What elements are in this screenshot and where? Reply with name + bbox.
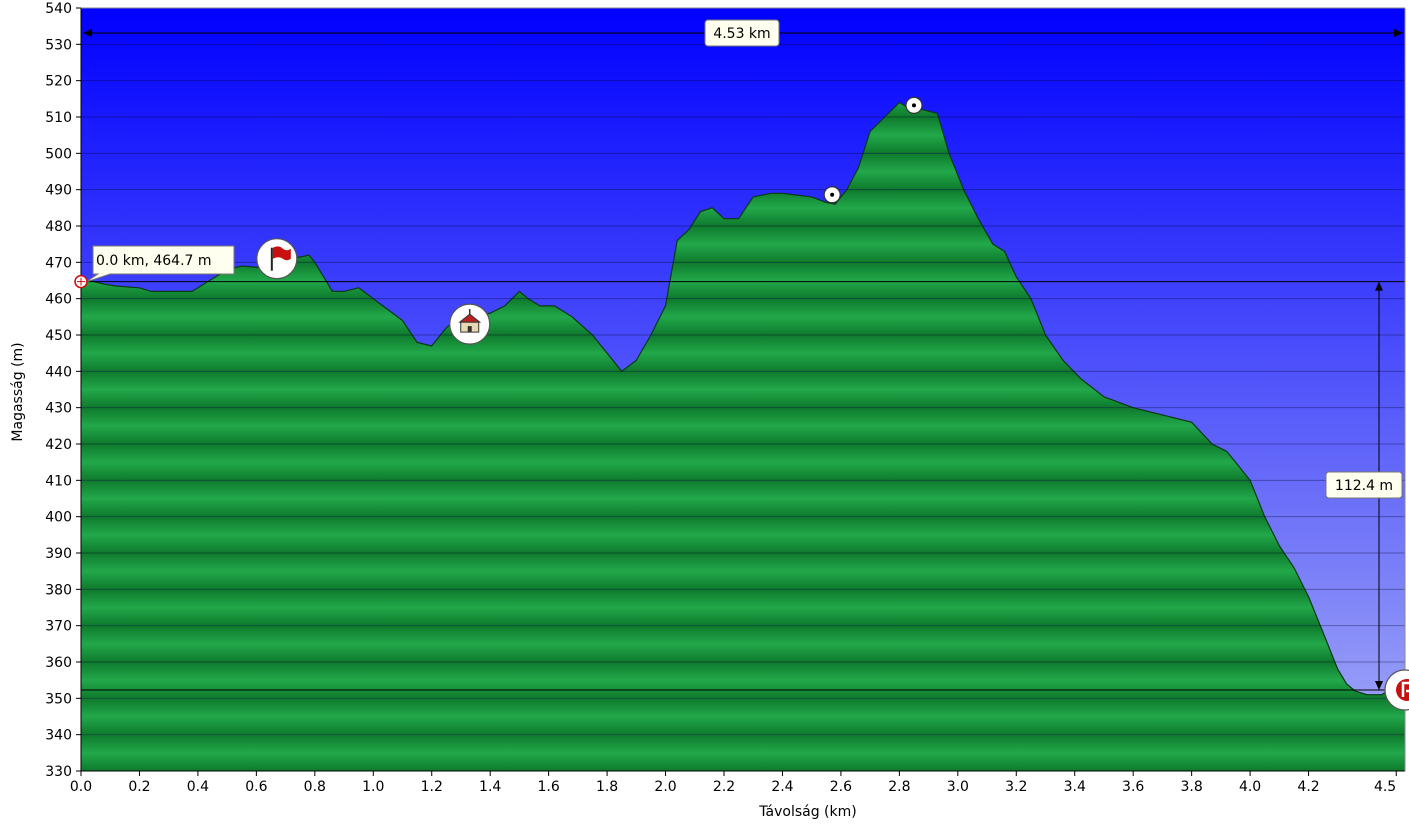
y-tick-label: 490 — [45, 183, 72, 199]
x-tick-label: 3.8 — [1181, 779, 1203, 795]
terrain-band — [81, 553, 1405, 590]
y-tick-label: 410 — [45, 473, 72, 489]
x-tick-label: 2.8 — [888, 779, 910, 795]
y-tick-label: 340 — [45, 728, 72, 744]
y-tick-label: 370 — [45, 619, 72, 635]
terrain-band — [81, 444, 1405, 481]
y-tick-label: 540 — [45, 1, 72, 17]
y-tick-label: 350 — [45, 691, 72, 707]
x-tick-label: 3.6 — [1122, 779, 1144, 795]
y-tick-label: 330 — [45, 764, 72, 780]
start-point-callout: 0.0 km, 464.7 m — [85, 245, 235, 283]
start-point-marker — [74, 274, 88, 289]
x-tick-label: 0.6 — [245, 779, 267, 795]
y-tick-label: 530 — [45, 37, 72, 53]
route-markers — [74, 96, 1409, 711]
y-tick-label: 500 — [45, 146, 72, 162]
elevation-diff-callout: 112.4 m — [1325, 471, 1403, 499]
elevation-diff-callout-text: 112.4 m — [1335, 478, 1393, 494]
y-tick-label: 360 — [45, 655, 72, 671]
y-tick-label: 390 — [45, 546, 72, 562]
x-tick-label: 4.0 — [1239, 779, 1261, 795]
x-axis-ticks: 0.0 0.2 0.4 0.6 0.8 1.0 1.2 1.4 1.6 1.8 2.0 2.2 2.4 2… — [70, 771, 1397, 795]
terrain-band — [81, 516, 1405, 553]
x-tick-label: 1.8 — [596, 779, 618, 795]
x-tick-label: 1.6 — [538, 779, 560, 795]
x-tick-label: 0.0 — [70, 779, 92, 795]
y-axis-title: Magasság (m) — [10, 342, 26, 441]
distance-arrow-head-right — [1394, 29, 1403, 37]
terrain-band — [81, 589, 1405, 626]
x-tick-label: 3.2 — [1005, 779, 1027, 795]
x-tick-label: 3.0 — [947, 779, 969, 795]
church-icon — [449, 303, 491, 345]
y-tick-label: 450 — [45, 328, 72, 344]
y-tick-label: 400 — [45, 510, 72, 526]
flag-icon — [256, 238, 298, 280]
terrain-band — [81, 662, 1405, 699]
x-tick-label: 1.2 — [421, 779, 443, 795]
terrain-band — [81, 698, 1405, 735]
elevation-arrow-head-bottom — [1375, 680, 1383, 690]
elevation-arrow-head-top — [1375, 281, 1383, 291]
y-tick-label: 460 — [45, 292, 72, 308]
x-tick-label: 0.4 — [187, 779, 209, 795]
x-tick-label: 2.0 — [654, 779, 676, 795]
gridlines — [81, 7, 1405, 736]
reference-lines — [81, 281, 1405, 691]
terrain-band — [81, 625, 1405, 662]
terrain-band — [81, 480, 1405, 517]
distance-callout: 4.53 km — [704, 19, 780, 47]
distance-callout-text: 4.53 km — [713, 26, 770, 42]
x-tick-label: 1.0 — [362, 779, 384, 795]
start-point-callout-text: 0.0 km, 464.7 m — [96, 253, 212, 269]
start-point-callout-box — [85, 245, 235, 283]
y-tick-label: 480 — [45, 219, 72, 235]
parking-icon — [1384, 669, 1409, 711]
distance-callout-box — [704, 19, 780, 47]
terrain-outline — [80, 101, 1405, 696]
x-tick-label: 2.4 — [771, 779, 793, 795]
x-tick-label: 2.6 — [830, 779, 852, 795]
y-tick-label: 520 — [45, 74, 72, 90]
waypoint-icon — [905, 96, 923, 114]
y-tick-label: 430 — [45, 401, 72, 417]
x-tick-label: 3.4 — [1064, 779, 1086, 795]
x-tick-label: 0.8 — [304, 779, 326, 795]
terrain-band — [81, 734, 1405, 771]
waypoint-icon — [823, 186, 841, 204]
x-tick-label: 0.2 — [128, 779, 150, 795]
x-tick-label: 4.2 — [1297, 779, 1319, 795]
x-axis-title: Távolság (km) — [758, 804, 856, 820]
x-tick-label: 1.4 — [479, 779, 501, 795]
x-tick-label: 4.5 — [1374, 779, 1396, 795]
x-tick-label: 2.2 — [713, 779, 735, 795]
distance-arrow-head-left — [83, 29, 92, 37]
y-tick-label: 440 — [45, 364, 72, 380]
elevation-diff-callout-box — [1325, 471, 1403, 499]
y-tick-label: 510 — [45, 110, 72, 126]
y-axis-ticks: 330 340 350 360 370 380 390 400 410 420 430 440 450 4… — [45, 1, 81, 780]
y-tick-label: 380 — [45, 582, 72, 598]
y-tick-label: 470 — [45, 255, 72, 271]
y-tick-label: 420 — [45, 437, 72, 453]
